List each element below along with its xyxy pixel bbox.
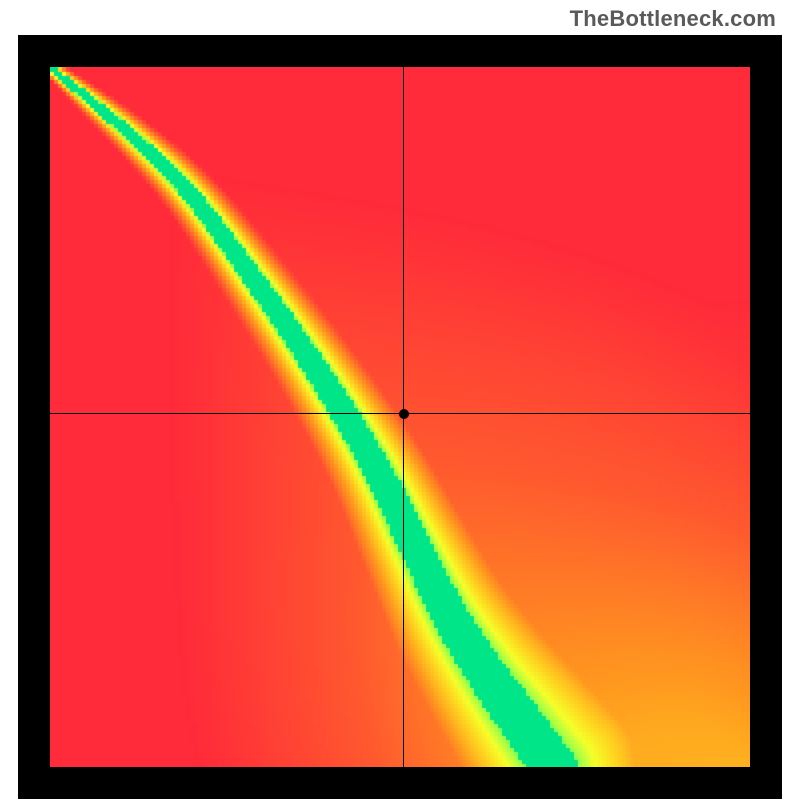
watermark-text: TheBottleneck.com [570, 6, 776, 32]
heatmap-container: TheBottleneck.com [0, 0, 800, 800]
center-marker [399, 409, 409, 419]
outer-black-frame [18, 35, 782, 799]
plot-area [50, 67, 750, 767]
